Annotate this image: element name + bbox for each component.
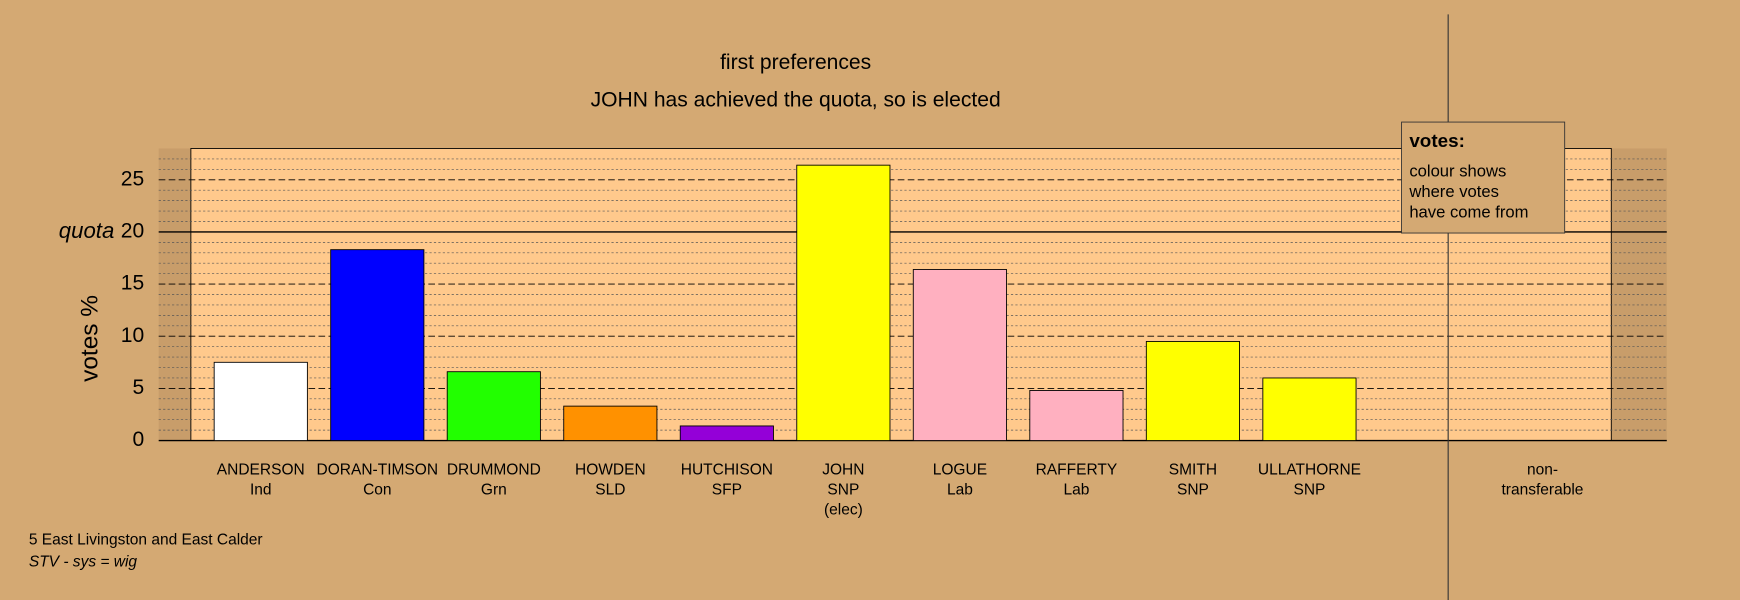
- legend-title: votes:: [1409, 130, 1465, 151]
- legend-text: where votes: [1408, 182, 1499, 201]
- x-tick-label: Lab: [947, 482, 973, 499]
- x-tick-label: JOHN: [822, 462, 864, 479]
- x-tick-label: SMITH: [1169, 462, 1217, 479]
- bar: [1145, 341, 1240, 441]
- legend-text: have come from: [1409, 202, 1528, 221]
- legend-box: [1401, 121, 1566, 234]
- chart-subtitle: JOHN has achieved the quota, so is elect…: [591, 89, 1001, 112]
- y-tick-label: 0: [133, 428, 145, 451]
- y-tick-label: 20: [121, 219, 144, 242]
- legend-text: colour shows: [1409, 161, 1506, 180]
- x-tick-label: non-: [1527, 462, 1558, 479]
- x-tick-label: SLD: [595, 482, 625, 499]
- bar: [563, 405, 658, 441]
- x-tick-label: transferable: [1502, 482, 1584, 499]
- y-tick-label: 15: [121, 272, 144, 295]
- x-tick-label: DORAN-TIMSON: [317, 462, 439, 479]
- bar: [213, 361, 308, 441]
- bar: [330, 249, 425, 441]
- x-tick-label: DRUMMOND: [447, 462, 541, 479]
- x-tick-label: SNP: [1293, 482, 1325, 499]
- bar: [796, 164, 891, 441]
- footer-text: STV - sys = wig: [29, 554, 138, 571]
- chart-body: first preferences JOHN has achieved the …: [29, 14, 1667, 600]
- x-tick-label: SNP: [827, 482, 859, 499]
- x-tick-label: ULLATHORNE: [1258, 462, 1361, 479]
- bar: [446, 371, 541, 441]
- x-tick-label: Lab: [1063, 482, 1089, 499]
- x-tick-label: HUTCHISON: [681, 462, 773, 479]
- x-tick-label: RAFFERTY: [1036, 462, 1118, 479]
- x-tick-label: ANDERSON: [217, 462, 305, 479]
- x-tick-label: SNP: [1177, 482, 1209, 499]
- x-tick-label: (elec): [824, 502, 863, 519]
- chart-title: first preferences: [720, 51, 871, 74]
- x-tick-label: SFP: [712, 482, 742, 499]
- bar: [1262, 377, 1357, 441]
- x-tick-label: HOWDEN: [575, 462, 646, 479]
- x-tick-label: Ind: [250, 482, 272, 499]
- y-tick-label: 10: [121, 324, 144, 347]
- x-tick-label: LOGUE: [933, 462, 987, 479]
- bar: [679, 425, 774, 441]
- footer-text: 5 East Livingston and East Calder: [29, 532, 263, 549]
- x-tick-label: Con: [363, 482, 391, 499]
- bar: [912, 269, 1007, 441]
- y-tick-label: 25: [121, 167, 144, 190]
- quota-label: quota: [59, 218, 115, 243]
- y-axis-label: votes %: [76, 295, 103, 382]
- x-tick-label: Grn: [481, 482, 507, 499]
- bar: [1029, 390, 1124, 441]
- y-tick-label: 5: [133, 376, 145, 399]
